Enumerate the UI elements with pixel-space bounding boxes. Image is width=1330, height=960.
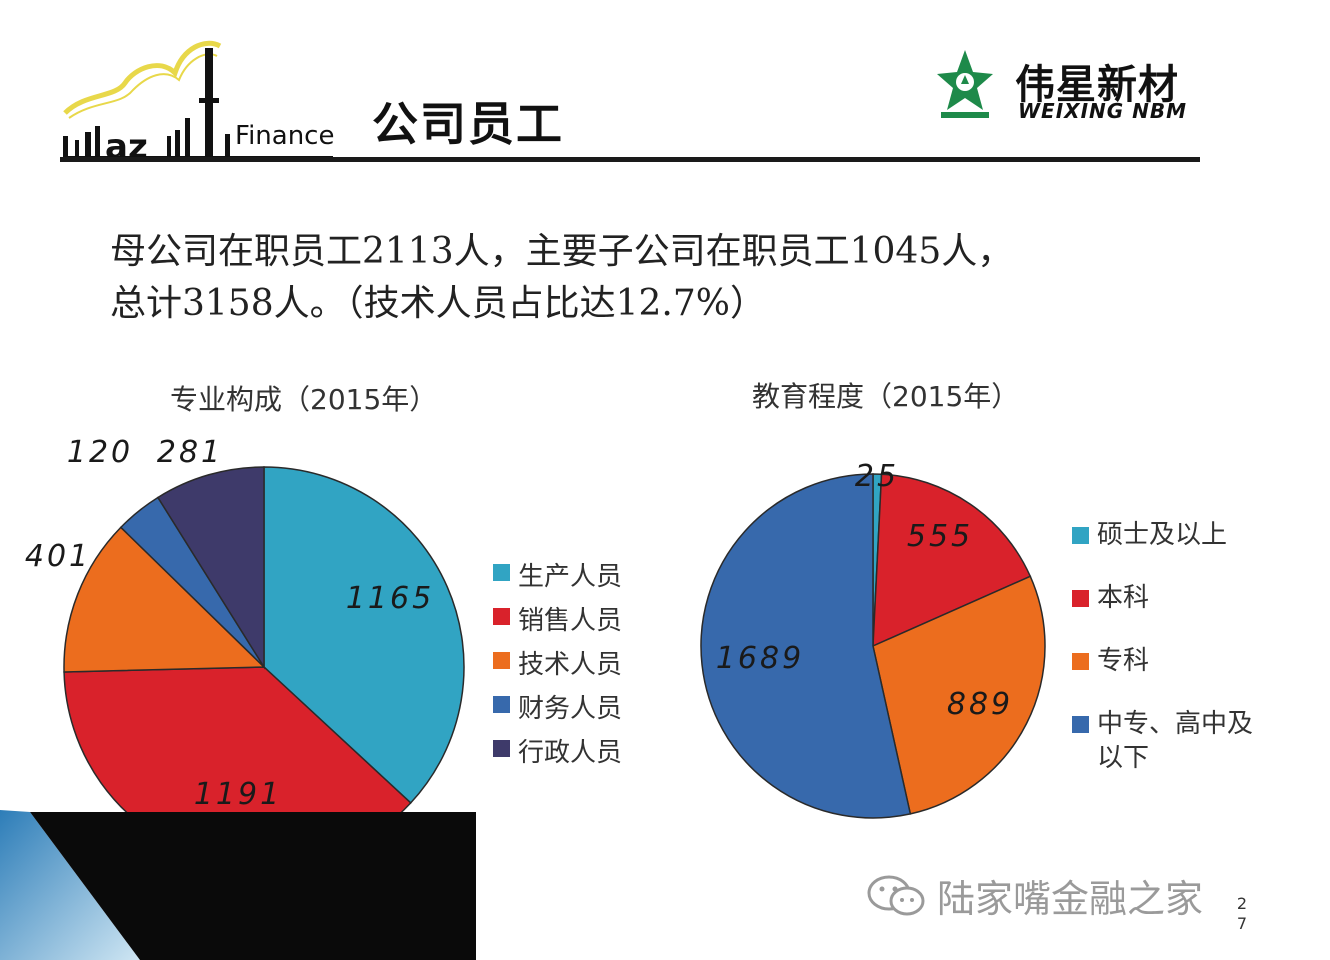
chart2-legend-item-2: 专科	[1072, 644, 1272, 678]
chart2-legend-swatch-2	[1072, 653, 1089, 670]
chart1-data-label-3: 120	[67, 435, 133, 470]
chart1-legend-swatch-1	[493, 608, 510, 625]
brand-name-en: WEIXING NBM	[1018, 99, 1188, 123]
chart2-data-label-1: 555	[907, 519, 973, 554]
chart1-data-label-2: 401	[25, 539, 91, 574]
chart2-legend-swatch-0	[1072, 527, 1089, 544]
chart1-legend-swatch-2	[493, 652, 510, 669]
chart2-slice-3	[700, 473, 912, 819]
logo-finance-house-text: Finance House	[235, 121, 345, 151]
page-number: 27	[1236, 894, 1248, 933]
chart2-legend-label-0: 硕士及以上	[1097, 520, 1228, 550]
chart1-legend-item-1: 销售人员	[493, 600, 622, 637]
chart1-slice-4	[156, 466, 265, 670]
summary-line-2: 总计3158人。（技术人员占比达12.7%）	[110, 283, 766, 324]
chart1-legend-item-0: 生产人员	[493, 556, 622, 593]
footer-decoration	[0, 810, 476, 960]
chart2-legend-item-3: 中专、高中及以下	[1072, 707, 1272, 775]
chart1-legend-swatch-4	[493, 740, 510, 757]
chart1-legend-item-3: 财务人员	[493, 688, 622, 725]
chart2-title: 教育程度（2015年）	[752, 380, 1020, 413]
chart1-legend-label-3: 财务人员	[518, 694, 623, 724]
chart1-pie: 1165 1191 401 120 281	[25, 435, 465, 860]
finance-house-logo: az Finance House	[63, 40, 345, 163]
chart1-data-label-1: 1191	[194, 777, 282, 812]
brand-name-cn: 伟星新材	[1015, 62, 1179, 108]
chart1-legend-swatch-0	[493, 564, 510, 581]
chart1-slice-2	[63, 526, 266, 673]
chart2-legend-label-3: 中专、高中及以下	[1097, 709, 1254, 773]
chart2-legend-item-1: 本科	[1072, 581, 1272, 615]
chart1-data-label-4: 281	[157, 435, 223, 470]
chart2-data-label-3: 1689	[716, 641, 804, 676]
chart2-data-label-0: 25	[855, 459, 899, 494]
chart2-legend-label-1: 本科	[1097, 583, 1150, 613]
chart2-slice-1	[872, 473, 1032, 648]
header-divider	[60, 157, 1200, 162]
chart1-legend-item-2: 技术人员	[493, 644, 622, 681]
chart1-legend-label-0: 生产人员	[518, 562, 623, 592]
chart2-legend-item-0: 硕士及以上	[1072, 518, 1272, 552]
wechat-icon	[867, 875, 925, 915]
chart1-data-label-0: 1165	[346, 581, 434, 616]
chart1-title: 专业构成（2015年）	[170, 383, 438, 416]
chart2-legend-swatch-3	[1072, 716, 1089, 733]
chart1-legend-swatch-3	[493, 696, 510, 713]
chart1-slice-0	[263, 466, 465, 804]
slide-title: 公司员工	[372, 97, 564, 151]
chart2-slice-2	[872, 575, 1046, 815]
summary-line-1: 母公司在职员工2113人，主要子公司在职员工1045人，	[110, 231, 1014, 272]
chart1-legend-label-4: 行政人员	[518, 738, 623, 768]
watermark: 陆家嘴金融之家	[865, 868, 1203, 923]
chart1-legend-label-2: 技术人员	[518, 650, 623, 680]
watermark-text: 陆家嘴金融之家	[937, 877, 1204, 921]
chart2-legend-swatch-1	[1072, 590, 1089, 607]
chart2-data-label-2: 889	[947, 687, 1013, 722]
chart1-legend-item-4: 行政人员	[493, 732, 622, 769]
weixing-star-logo-icon	[937, 50, 993, 118]
chart2-legend-label-2: 专科	[1097, 646, 1150, 676]
chart1-legend-label-1: 销售人员	[518, 606, 623, 636]
